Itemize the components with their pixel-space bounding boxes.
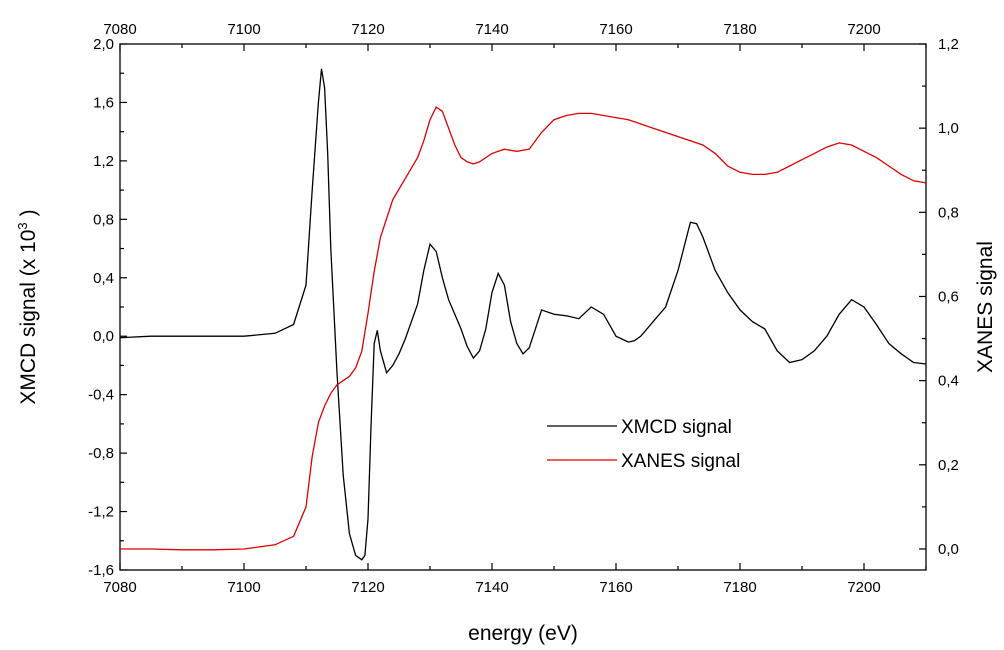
right-axis-title: XANES signal — [974, 241, 997, 373]
left-axis-title-main: XMCD signal (x 10 — [17, 230, 40, 405]
y-left-tick-label: 0,0 — [93, 328, 114, 345]
xanes-series-line — [120, 106, 927, 551]
x-tick-label-bottom: 7140 — [475, 579, 508, 596]
y-left-tick-label: 0,8 — [93, 211, 114, 228]
x-tick-label-top: 7140 — [475, 21, 508, 38]
y-right-tick-label: 0,2 — [938, 457, 959, 474]
y-right-tick-label: 1,0 — [938, 120, 959, 137]
x-tick-label-top: 7180 — [723, 21, 756, 38]
x-tick-label-top: 7120 — [351, 21, 384, 38]
x-tick-label-top: 7200 — [847, 21, 880, 38]
axis-ticks — [119, 43, 927, 571]
xmcd-series-line — [119, 68, 927, 561]
y-left-tick-label: 1,2 — [93, 153, 114, 170]
y-left-tick-label: -0,8 — [88, 445, 114, 462]
left-axis-title-close: ) — [17, 209, 40, 216]
curves — [119, 68, 927, 561]
y-right-tick-label: 0,8 — [938, 204, 959, 221]
tick-labels: 7080 7080 7100 7100 7120 7120 7140 7140 7160 7160… — [88, 21, 959, 596]
x-tick-label-bottom: 7200 — [847, 579, 880, 596]
x-tick-label-bottom: 7160 — [599, 579, 632, 596]
left-axis-title-exponent: 3 — [15, 222, 30, 229]
plot-frame — [119, 43, 927, 571]
left-axis-title: XMCD signal (x 103) — [15, 209, 40, 404]
x-tick-label-top: 7160 — [599, 21, 632, 38]
y-left-tick-label: 0,4 — [93, 270, 114, 287]
y-right-tick-label: 0,6 — [938, 288, 959, 305]
x-tick-label-top: 7100 — [227, 21, 260, 38]
y-right-tick-label: 0,4 — [938, 373, 959, 390]
y-left-tick-label: 2,0 — [93, 36, 114, 53]
x-tick-label-bottom: 7100 — [227, 579, 260, 596]
x-tick-label-bottom: 7180 — [723, 579, 756, 596]
legend-xanes-label: XANES signal — [621, 451, 740, 472]
legend: XMCD signal XANES signal — [547, 417, 740, 472]
y-left-tick-label: 1,6 — [93, 94, 114, 111]
y-left-tick-label: -1,2 — [88, 504, 114, 521]
legend-xmcd-label: XMCD signal — [621, 417, 732, 438]
x-axis-title: energy (eV) — [468, 622, 578, 645]
x-tick-label-bottom: 7120 — [351, 579, 384, 596]
y-left-tick-label: -1,6 — [88, 562, 114, 579]
y-right-tick-label: 0,0 — [938, 541, 959, 558]
x-tick-label-top: 7080 — [103, 21, 136, 38]
y-left-tick-label: -0,4 — [88, 387, 114, 404]
y-right-tick-label: 1,2 — [938, 36, 959, 53]
x-tick-label-bottom: 7080 — [103, 579, 136, 596]
